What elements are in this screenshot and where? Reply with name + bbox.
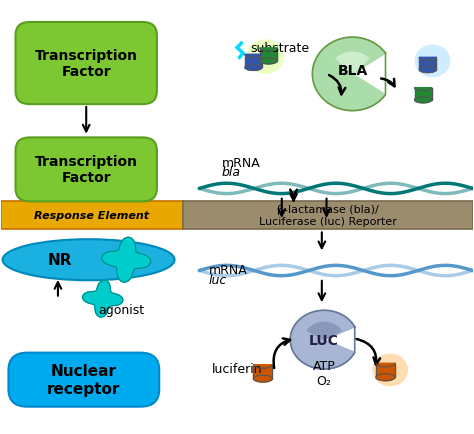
Text: luciferin: luciferin — [212, 362, 262, 375]
Bar — [1, 202, 183, 230]
Polygon shape — [307, 322, 341, 340]
Polygon shape — [376, 374, 395, 381]
FancyBboxPatch shape — [16, 138, 157, 202]
Polygon shape — [260, 49, 277, 62]
Text: substrate: substrate — [250, 43, 309, 55]
Text: β-lactamase (bla)/
Luciferase (luc) Reporter: β-lactamase (bla)/ Luciferase (luc) Repo… — [259, 205, 397, 227]
Text: Response Element: Response Element — [34, 211, 149, 221]
Polygon shape — [415, 89, 432, 101]
Text: ATP: ATP — [313, 359, 336, 372]
FancyBboxPatch shape — [16, 23, 157, 105]
Polygon shape — [254, 365, 273, 368]
Polygon shape — [419, 67, 437, 73]
Polygon shape — [245, 55, 262, 68]
Text: Transcription
Factor: Transcription Factor — [35, 49, 138, 79]
Text: NR: NR — [48, 253, 73, 268]
Polygon shape — [290, 311, 355, 369]
Polygon shape — [245, 65, 262, 71]
Polygon shape — [82, 280, 123, 317]
Polygon shape — [260, 49, 277, 52]
Polygon shape — [415, 98, 432, 104]
Text: LUC: LUC — [309, 333, 339, 347]
Text: mRNA: mRNA — [209, 263, 247, 276]
Circle shape — [246, 40, 284, 75]
Polygon shape — [415, 89, 432, 92]
Text: luc: luc — [209, 273, 227, 286]
Polygon shape — [376, 364, 395, 367]
Polygon shape — [102, 238, 151, 283]
Text: Nuclear
receptor: Nuclear receptor — [47, 364, 120, 396]
Polygon shape — [254, 365, 273, 379]
Text: agonist: agonist — [99, 303, 145, 316]
Bar — [183, 202, 473, 230]
Circle shape — [372, 354, 408, 386]
Polygon shape — [419, 58, 437, 70]
Polygon shape — [245, 55, 262, 58]
Ellipse shape — [2, 240, 174, 281]
Polygon shape — [336, 53, 369, 75]
Circle shape — [415, 46, 450, 78]
Polygon shape — [254, 375, 273, 382]
Text: BLA: BLA — [337, 63, 367, 77]
Polygon shape — [260, 59, 277, 65]
Text: mRNA: mRNA — [222, 157, 261, 170]
Text: O₂: O₂ — [317, 375, 332, 388]
Text: Transcription
Factor: Transcription Factor — [35, 155, 138, 185]
Polygon shape — [376, 364, 395, 378]
FancyBboxPatch shape — [9, 353, 159, 407]
Polygon shape — [419, 58, 437, 61]
Polygon shape — [312, 38, 385, 112]
Text: bla: bla — [222, 165, 241, 178]
